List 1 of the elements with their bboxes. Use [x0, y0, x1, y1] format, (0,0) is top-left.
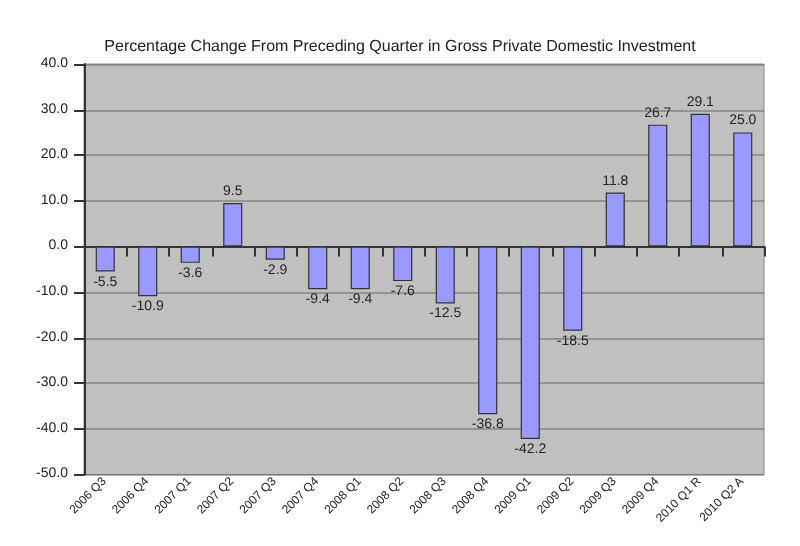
chart-title: Percentage Change From Preceding Quarter in Gross Private Domestic Investment: [104, 37, 698, 55]
